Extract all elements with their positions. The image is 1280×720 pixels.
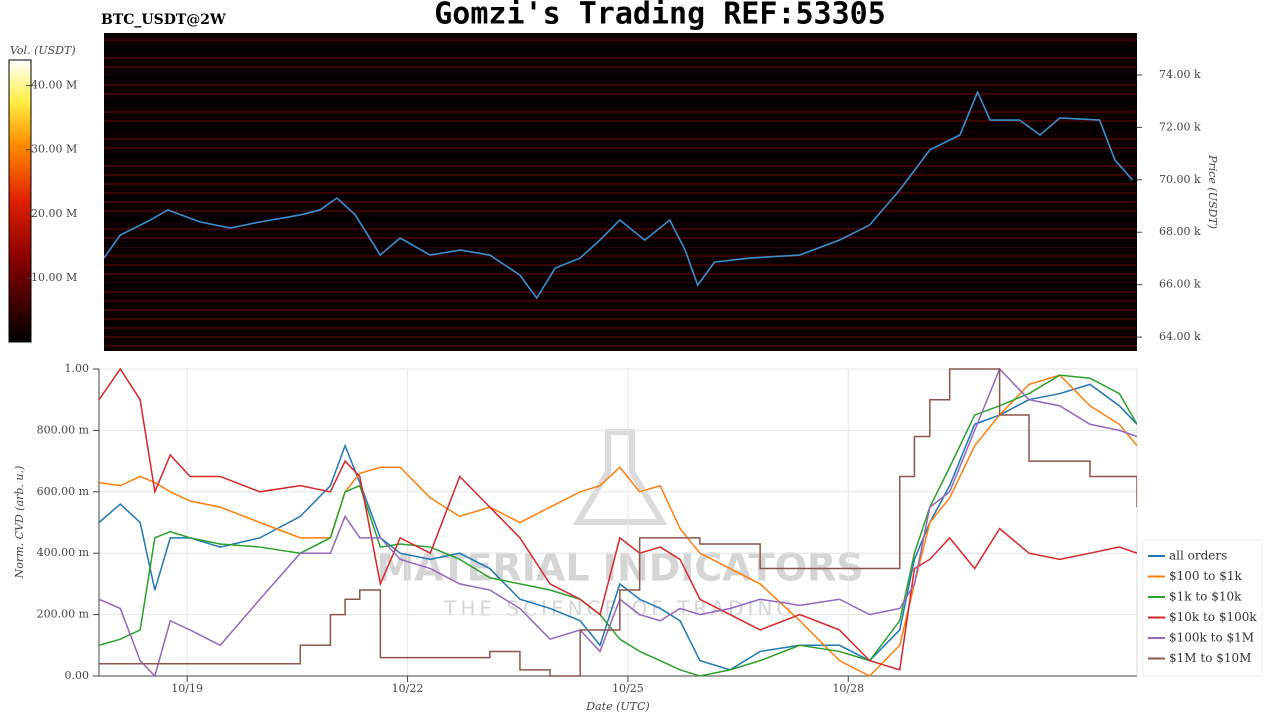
- y-tick-label: 600.00 m: [37, 485, 90, 498]
- y-axis-label: Price (USDT): [1206, 154, 1219, 229]
- cvd-line: [99, 367, 1137, 671]
- y-tick-label: 66.00 k: [1159, 278, 1201, 291]
- y-tick-label: 74.00 k: [1159, 68, 1201, 81]
- y-axis-label: Norm. CVD (arb. u.): [13, 466, 26, 580]
- legend-label: $100 to $1k: [1169, 569, 1242, 583]
- cvd-line: [99, 374, 1137, 677]
- liquidity-band: [104, 303, 1137, 308]
- liquidity-band: [104, 177, 1137, 182]
- y-tick-label: 70.00 k: [1159, 173, 1201, 186]
- colorbar-tick-label: 10.00 M: [31, 271, 77, 284]
- x-tick-label: 10/22: [392, 682, 424, 695]
- legend: [1142, 539, 1263, 677]
- cvd-line: [99, 383, 1137, 671]
- liquidity-band: [104, 154, 1137, 159]
- colorbar: [8, 59, 32, 343]
- cvd-line: [99, 367, 1137, 678]
- heatmap-background: [104, 33, 1137, 351]
- colorbar-tick-label: 20.00 M: [31, 207, 77, 220]
- watermark-icon: [572, 429, 668, 525]
- x-tick-label: 10/28: [832, 682, 864, 695]
- y-tick-label: 72.00 k: [1159, 120, 1201, 133]
- liquidity-band: [104, 243, 1137, 248]
- y-tick-label: 64.00 k: [1159, 330, 1201, 343]
- legend-label: $100k to $1M: [1169, 631, 1254, 645]
- legend-label: all orders: [1169, 549, 1227, 563]
- y-tick-label: 200.00 m: [37, 608, 90, 621]
- chart-title: Gomzi's Trading REF:53305: [434, 0, 886, 32]
- liquidity-band: [104, 100, 1137, 105]
- liquidity-band: [104, 75, 1137, 80]
- plot-group: [104, 46, 1137, 326]
- colorbar-tick-label: 30.00 M: [31, 143, 77, 156]
- cvd-line: [99, 368, 1137, 677]
- price-line: [104, 89, 1134, 300]
- liquidity-band: [104, 282, 1137, 287]
- y-tick-label: 1.00: [65, 362, 90, 375]
- y-tick-label: 0.00: [65, 669, 90, 682]
- liquidity-band: [104, 266, 1137, 271]
- liquidity-band: [104, 196, 1137, 201]
- x-tick-label: 10/25: [612, 682, 644, 695]
- plot-area: [98, 368, 1138, 677]
- legend-label: $1M to $10M: [1169, 651, 1251, 665]
- liquidity-band: [104, 126, 1137, 131]
- colorbar-label: Vol. (USDT): [10, 44, 76, 57]
- legend-label: $10k to $100k: [1169, 610, 1257, 624]
- x-axis-label: Date (UTC): [585, 700, 649, 713]
- watermark-text: MATERIAL INDICATORS: [376, 546, 863, 590]
- plot-group: [99, 367, 1137, 678]
- liquidity-band: [104, 217, 1137, 222]
- subtitle: BTC_USDT@2W: [101, 12, 226, 28]
- y-tick-label: 68.00 k: [1159, 225, 1201, 238]
- x-tick-label: 10/19: [171, 682, 203, 695]
- colorbar-tick-label: 40.00 M: [31, 79, 77, 92]
- y-tick-label: 800.00 m: [37, 423, 90, 436]
- legend-label: $1k to $10k: [1169, 590, 1242, 604]
- liquidity-band: [104, 321, 1137, 326]
- y-tick-label: 400.00 m: [37, 546, 90, 559]
- liquidity-band: [104, 46, 1137, 51]
